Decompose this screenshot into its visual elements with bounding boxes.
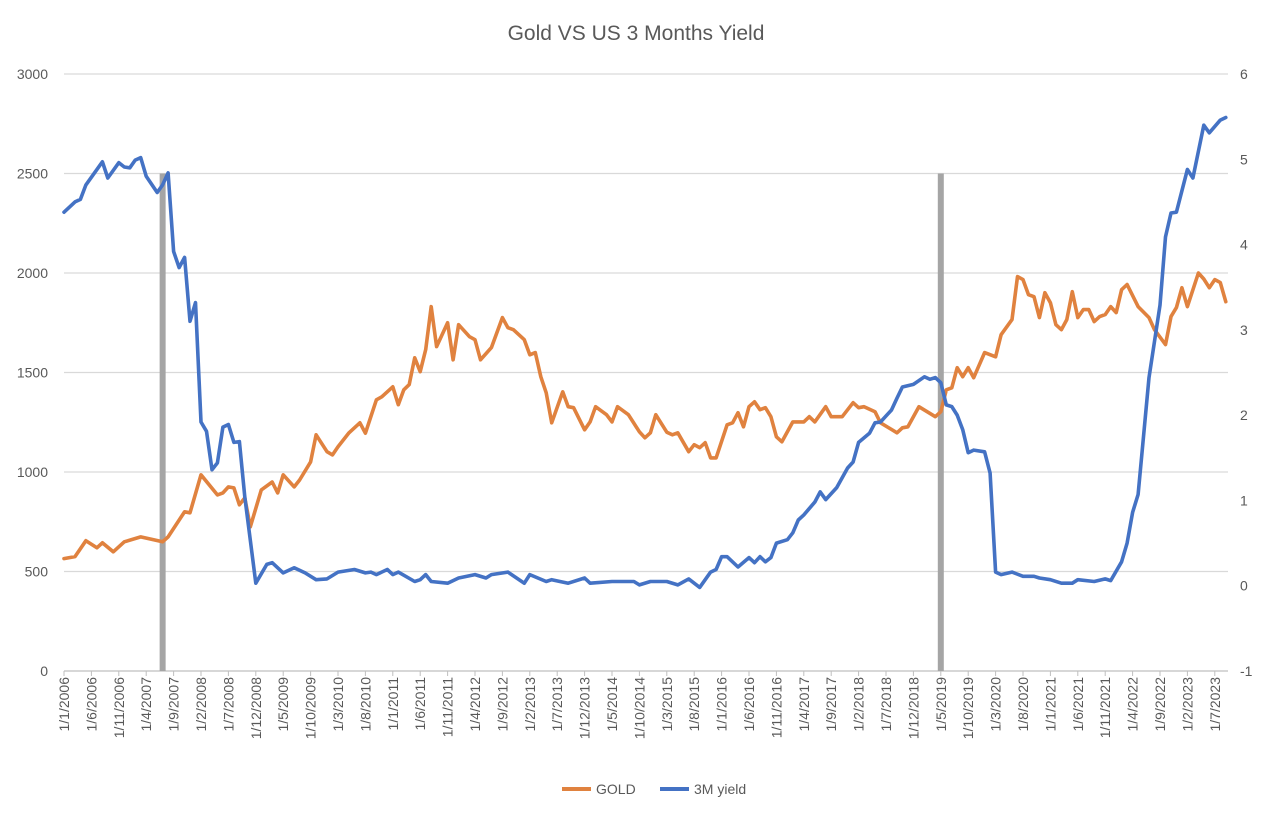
x-tick-label: 1/7/2013 — [549, 677, 565, 732]
vertical-markers — [159, 173, 944, 671]
x-tick-label: 1/8/2015 — [686, 677, 702, 732]
x-tick-label: 1/7/2023 — [1207, 677, 1223, 732]
chart-title: Gold VS US 3 Months Yield — [508, 22, 765, 45]
x-tick-label: 1/1/2016 — [714, 677, 730, 732]
y-right-tick-label: 2 — [1240, 407, 1248, 423]
x-tick-label: 1/5/2009 — [275, 677, 291, 732]
y-left-tick-label: 3000 — [17, 66, 48, 82]
y-right-tick-label: 5 — [1240, 151, 1248, 167]
x-tick-label: 1/6/2016 — [741, 677, 757, 732]
x-tick-label: 1/4/2012 — [467, 677, 483, 732]
x-tick-label: 1/11/2011 — [440, 677, 456, 737]
x-tick-label: 1/11/2021 — [1097, 677, 1113, 738]
series-line-3m-yield — [62, 115, 1228, 590]
x-tick-label: 1/6/2011 — [412, 677, 428, 731]
x-tick-label: 1/12/2008 — [248, 677, 264, 739]
series-lines — [62, 115, 1228, 590]
y-axis-right: -1 0 1 2 3 4 5 6 — [1240, 66, 1253, 679]
y-left-tick-label: 0 — [40, 663, 48, 679]
x-tick-label: 1/7/2008 — [220, 677, 236, 732]
x-tick-label: 1/2/2013 — [522, 677, 538, 732]
x-tick-label: 1/12/2018 — [905, 677, 921, 739]
series-line-gold — [62, 271, 1228, 561]
y-left-tick-label: 500 — [25, 564, 49, 580]
y-right-tick-label: 6 — [1240, 66, 1248, 82]
x-tick-label: 1/11/2006 — [111, 677, 127, 738]
x-tick-label: 1/1/2006 — [56, 677, 72, 732]
y-right-tick-label: 0 — [1240, 578, 1248, 594]
x-tick-label: 1/2/2008 — [193, 677, 209, 732]
x-tick-label: 1/6/2006 — [83, 677, 99, 732]
x-tick-label: 1/9/2017 — [823, 677, 839, 732]
x-tick-label: 1/1/2011 — [385, 677, 401, 731]
legend: GOLD 3M yield — [562, 781, 746, 797]
y-left-tick-label: 1500 — [17, 365, 48, 381]
x-tick-label: 1/10/2014 — [631, 677, 647, 739]
x-tick-label: 1/4/2007 — [138, 677, 154, 732]
y-left-tick-label: 2000 — [17, 265, 48, 281]
legend-label-3m-yield: 3M yield — [694, 781, 746, 797]
y-axis-left: 0 500 1000 1500 2000 2500 3000 — [17, 66, 48, 679]
x-tick-label: 1/6/2021 — [1070, 677, 1086, 732]
y-left-tick-label: 1000 — [17, 464, 48, 480]
y-right-tick-label: 1 — [1240, 492, 1248, 508]
x-tick-label: 1/5/2014 — [604, 677, 620, 732]
x-tick-label: 1/10/2019 — [960, 677, 976, 739]
x-tick-label: 1/4/2017 — [796, 677, 812, 732]
x-tick-label: 1/7/2018 — [878, 677, 894, 732]
legend-label-gold: GOLD — [596, 781, 636, 797]
y-left-tick-label: 2500 — [17, 166, 48, 182]
x-tick-label: 1/9/2012 — [494, 677, 510, 732]
x-tick-label: 1/2/2018 — [851, 677, 867, 732]
x-tick-label: 1/4/2022 — [1125, 677, 1141, 732]
x-tick-label: 1/10/2009 — [303, 677, 319, 739]
x-tick-label: 1/3/2020 — [988, 677, 1004, 732]
x-tick-label: 1/8/2020 — [1015, 677, 1031, 732]
x-tick-label: 1/2/2023 — [1179, 677, 1195, 732]
y-right-tick-label: -1 — [1240, 663, 1253, 679]
x-tick-label: 1/5/2019 — [933, 677, 949, 732]
x-tick-label: 1/9/2007 — [166, 677, 182, 732]
x-tick-label: 1/8/2010 — [357, 677, 373, 732]
gridlines — [64, 73, 1228, 672]
x-tick-label: 1/9/2022 — [1152, 677, 1168, 732]
x-tick-label: 1/11/2016 — [768, 677, 784, 738]
x-tick-label: 1/1/2021 — [1042, 677, 1058, 732]
x-tick-label: 1/3/2015 — [659, 677, 675, 732]
x-tick-label: 1/12/2013 — [577, 677, 593, 739]
x-axis: 1/1/2006 1/6/2006 1/11/2006 1/4/2007 1/9/200… — [56, 671, 1223, 739]
x-tick-label: 1/3/2010 — [330, 677, 346, 732]
y-right-tick-label: 3 — [1240, 322, 1248, 338]
y-right-tick-label: 4 — [1240, 237, 1248, 253]
